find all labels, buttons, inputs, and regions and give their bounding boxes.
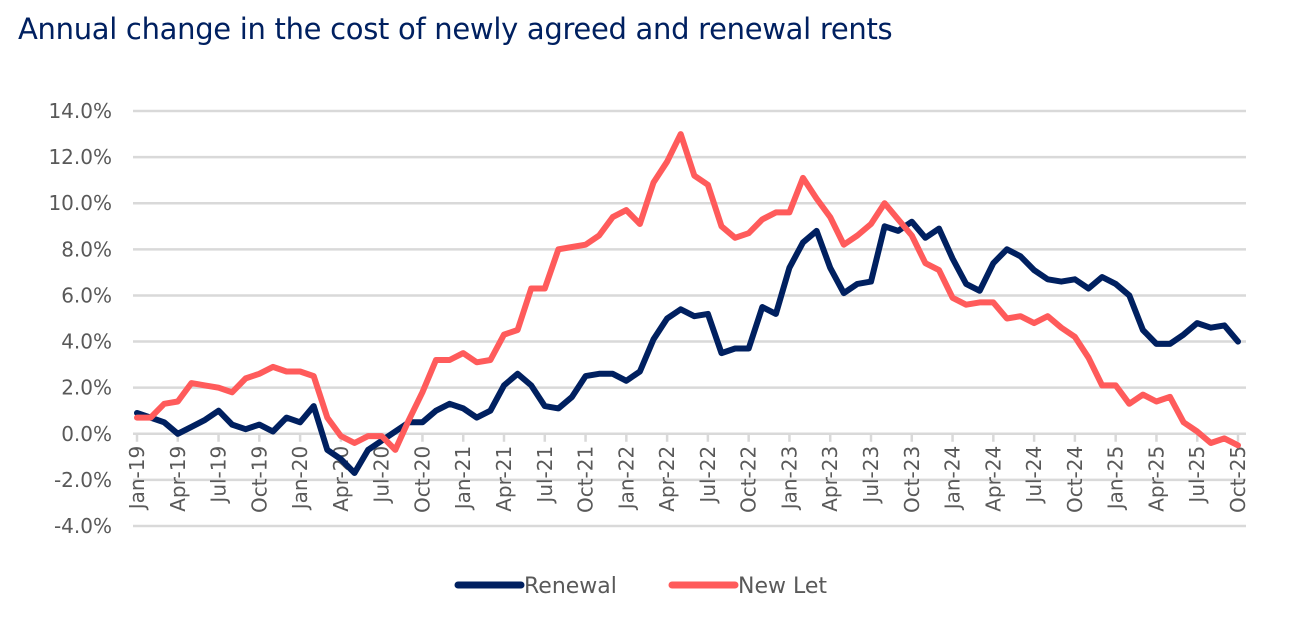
x-tick-label: Jul-19 (207, 446, 231, 505)
x-tick-label: Oct-25 (1226, 446, 1250, 513)
legend-item-renewal: Renewal (454, 574, 617, 599)
y-tick-label: -4.0% (54, 514, 112, 538)
x-tick-label: Jan-22 (614, 446, 638, 512)
y-tick-label: 10.0% (48, 191, 112, 215)
x-tick-label: Jul-22 (696, 446, 720, 505)
x-tick-label: Oct-19 (247, 446, 271, 513)
y-tick-label: 14.0% (48, 99, 112, 123)
y-tick-label: 8.0% (61, 237, 112, 261)
x-tick-label: Jul-23 (859, 446, 883, 505)
legend-label: Renewal (524, 574, 617, 599)
x-tick-label: Oct-21 (574, 446, 598, 513)
y-tick-label: 2.0% (61, 376, 112, 400)
x-tick-label: Jan-19 (125, 446, 149, 512)
y-axis: 14.0% 12.0% 10.0% 8.0% 6.0% 4.0% 2.0% 0.0% -2.0%… (48, 99, 112, 538)
legend-label: New Let (738, 574, 827, 599)
x-tick-label: Jul-21 (533, 446, 557, 505)
y-tick-label: 0.0% (61, 422, 112, 446)
x-tick-label: Jul-20 (370, 446, 394, 505)
x-tick-label: Jan-25 (1104, 446, 1128, 512)
series-line-new-let (134, 131, 1241, 453)
legend-item-new-let: New Let (668, 574, 827, 599)
x-tick-label: Jan-24 (941, 446, 965, 512)
y-tick-label: -2.0% (54, 468, 112, 492)
x-tick-label: Oct-24 (1063, 446, 1087, 513)
x-tick-label: Apr-25 (1144, 446, 1168, 512)
x-tick-label: Oct-22 (737, 446, 761, 513)
y-tick-label: 12.0% (48, 145, 112, 169)
x-tick-label: Jul-24 (1022, 446, 1046, 505)
y-tick-label: 6.0% (61, 283, 112, 307)
x-tick-label: Apr-19 (166, 446, 190, 512)
x-tick-label: Oct-23 (900, 446, 924, 513)
x-tick-label: Jan-20 (288, 446, 312, 512)
y-tick-label: 4.0% (61, 330, 112, 354)
x-tick-label: Jul-25 (1185, 446, 1209, 505)
x-axis: Jan-19 Apr-19 Jul-19 Oct-19 Jan-20 Apr-20 Jul-… (125, 432, 1250, 513)
chart-title: Annual change in the cost of newly agree… (18, 12, 893, 46)
series-line-renewal (134, 218, 1241, 476)
legend: Renewal New Let (454, 574, 827, 599)
x-tick-label: Apr-23 (818, 446, 842, 512)
x-tick-label: Jan-23 (777, 446, 801, 512)
x-tick-label: Jan-21 (451, 446, 475, 512)
x-tick-label: Apr-24 (981, 446, 1005, 512)
x-tick-label: Oct-20 (410, 446, 434, 513)
x-tick-label: Apr-22 (655, 446, 679, 512)
x-tick-label: Apr-21 (492, 446, 516, 512)
series-lines (134, 131, 1241, 476)
